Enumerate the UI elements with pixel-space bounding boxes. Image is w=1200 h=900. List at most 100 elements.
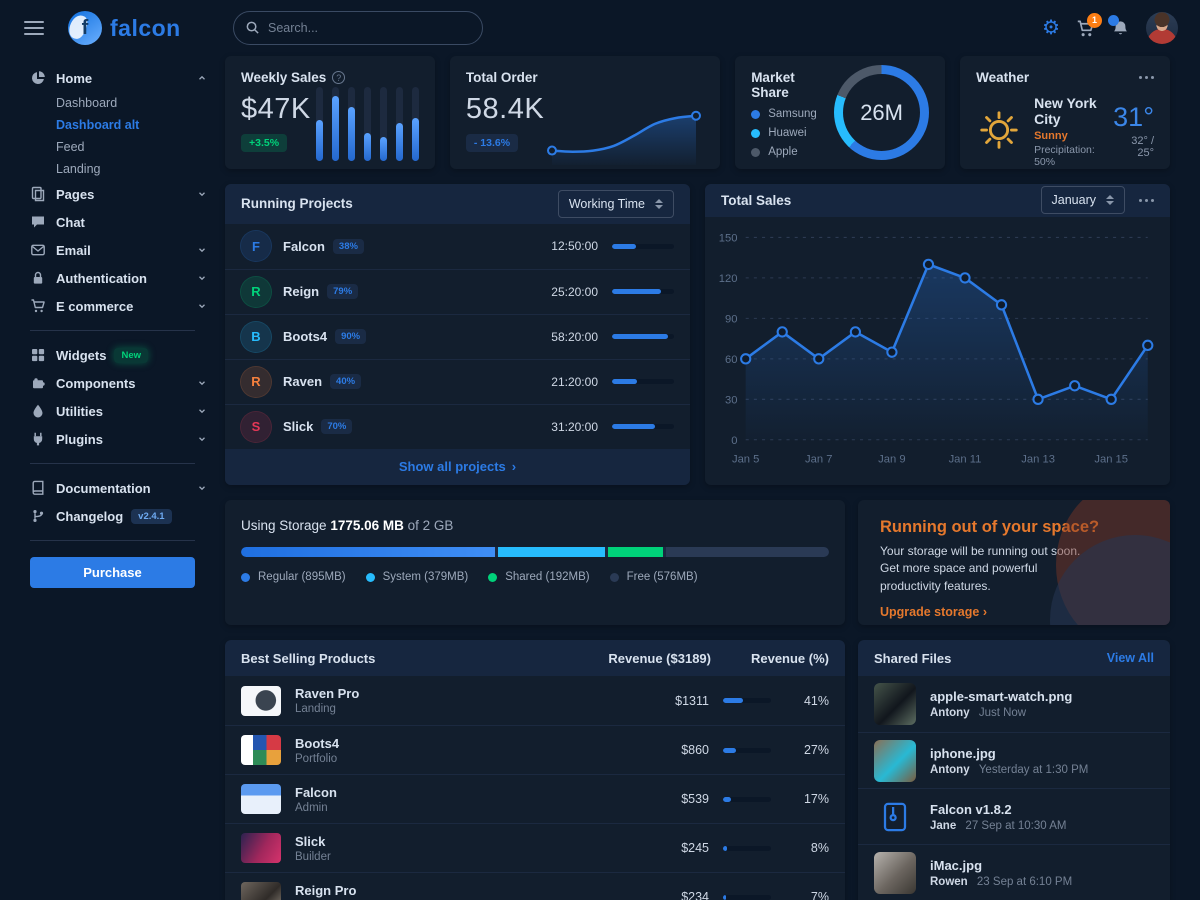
- info-icon[interactable]: ?: [332, 71, 346, 84]
- bar: [331, 87, 339, 161]
- card-menu-icon[interactable]: [1139, 198, 1154, 202]
- falcon-logo[interactable]: f falcon: [68, 11, 181, 45]
- product-row-reign-pro[interactable]: Reign Pro Agency $234 7%: [225, 872, 845, 900]
- sidebar-item-dashboard[interactable]: Dashboard: [56, 96, 118, 110]
- weather-title: Weather: [976, 70, 1030, 85]
- project-percent-badge: 38%: [332, 238, 364, 254]
- product-category[interactable]: Builder: [295, 850, 331, 863]
- sidebar-item-dashboard-alt[interactable]: Dashboard alt: [56, 118, 140, 132]
- bottom-row: Best Selling Products Revenue ($3189) Re…: [225, 640, 1170, 900]
- upgrade-space-card: Running out of your space? Your storage …: [858, 500, 1170, 625]
- storage-segment-shared-192mb-: [608, 547, 663, 557]
- market-share-title: Market Share: [751, 70, 795, 100]
- file-name[interactable]: Falcon v1.8.2: [930, 801, 1012, 817]
- sidebar-item-pages[interactable]: Pages: [0, 180, 225, 208]
- product-category[interactable]: Portfolio: [295, 752, 338, 765]
- select-arrows-icon: [1106, 195, 1114, 206]
- product-category[interactable]: Landing: [295, 703, 336, 715]
- product-row-slick[interactable]: Slick Builder $245 8%: [225, 823, 845, 872]
- project-row-raven[interactable]: R Raven 40% 21:20:00: [225, 358, 690, 404]
- product-revenue-bar: [723, 894, 771, 900]
- cart-icon[interactable]: 1: [1076, 12, 1102, 38]
- sidebar-item-email[interactable]: Email: [0, 236, 225, 264]
- search-input[interactable]: [233, 11, 483, 45]
- project-row-slick[interactable]: S Slick 70% 31:20:00: [225, 403, 690, 449]
- file-row-falcon-v1-8-2[interactable]: Falcon v1.8.2 Jane 27 Sep at 10:30 AM: [858, 788, 1170, 844]
- view-all-link[interactable]: View All: [1106, 651, 1154, 665]
- project-row-reign[interactable]: R Reign 79% 25:20:00: [225, 268, 690, 314]
- sidebar-item-home[interactable]: Home: [0, 64, 225, 92]
- svg-text:Jan 15: Jan 15: [1094, 453, 1128, 465]
- sidebar-item-label: Components: [56, 375, 136, 391]
- running-projects-title: Running Projects: [241, 196, 353, 212]
- weather-precipitation: Precipitation: 50%: [1034, 144, 1095, 168]
- product-thumbnail: [241, 784, 281, 814]
- file-name[interactable]: iMac.jpg: [930, 857, 983, 873]
- project-time: 12:50:00: [551, 239, 598, 254]
- file-owner: Jane: [930, 819, 957, 832]
- product-row-raven-pro[interactable]: Raven Pro Landing $1311 41%: [225, 676, 845, 725]
- storage-legend-regular-895mb-: Regular (895MB): [241, 571, 346, 583]
- upgrade-storage-link[interactable]: Upgrade storage ›: [880, 605, 987, 619]
- sidebar-item-widgets[interactable]: Widgets New: [0, 341, 225, 369]
- total-sales-panel: Total Sales January 0 30 60 90 120 150 Jan 5 Ja…: [705, 184, 1170, 485]
- show-all-projects-link[interactable]: Show all projects ›: [225, 448, 690, 485]
- file-name[interactable]: iphone.jpg: [930, 745, 996, 761]
- sidebar-item-components[interactable]: Components: [0, 369, 225, 397]
- sidebar-item-changelog[interactable]: Changelog v2.4.1: [0, 502, 225, 530]
- upgrade-storage-label: Upgrade storage: [880, 605, 980, 620]
- product-revenue-bar: [723, 747, 771, 753]
- sidebar-item-chat[interactable]: Chat: [0, 208, 225, 236]
- sidebar-item-plugins[interactable]: Plugins: [0, 425, 225, 453]
- storage-used: 1775.06 MB: [330, 518, 404, 533]
- chevron-down-icon: [197, 404, 207, 419]
- month-select[interactable]: January: [1040, 186, 1125, 215]
- storage-progress-bar: [241, 547, 829, 557]
- product-row-falcon[interactable]: Falcon Admin $539 17%: [225, 774, 845, 823]
- product-thumbnail: [241, 833, 281, 863]
- storage-card: Using Storage 1775.06 MB of 2 GB Regular…: [225, 500, 845, 625]
- legend-label: System (379MB): [382, 571, 469, 583]
- sidebar-divider: [30, 540, 195, 541]
- sidebar-item-authentication[interactable]: Authentication: [0, 264, 225, 292]
- legend-dot: [751, 128, 761, 138]
- weather-condition: Sunny: [1034, 130, 1068, 142]
- notifications-bell-icon[interactable]: [1108, 14, 1130, 38]
- product-category[interactable]: Admin: [295, 801, 328, 814]
- product-row-boots4[interactable]: Boots4 Portfolio $860 27%: [225, 725, 845, 774]
- sidebar-item-feed[interactable]: Feed: [56, 140, 85, 154]
- file-time: 23 Sep at 6:10 PM: [976, 875, 1073, 888]
- card-menu-icon[interactable]: [1139, 76, 1154, 79]
- project-row-falcon[interactable]: F Falcon 38% 12:50:00: [225, 224, 690, 269]
- project-row-boots4[interactable]: B Boots4 90% 58:20:00: [225, 313, 690, 359]
- lock-icon: [30, 270, 46, 286]
- sidebar-item-landing[interactable]: Landing: [56, 162, 101, 176]
- revenue-pct-column-header: Revenue (%): [750, 650, 829, 666]
- purchase-button[interactable]: Purchase: [30, 557, 195, 588]
- stat-cards-row: Weekly Sales ? $47K +3.5% Total Order: [225, 56, 1170, 169]
- hamburger-menu-icon[interactable]: [24, 17, 44, 39]
- weekly-sales-card: Weekly Sales ? $47K +3.5%: [225, 56, 435, 169]
- file-name[interactable]: apple-smart-watch.png: [930, 689, 1073, 704]
- sidebar-item-e-commerce[interactable]: E commerce: [0, 292, 225, 320]
- sidebar-item-label: Home: [56, 70, 93, 86]
- project-avatar: R: [241, 276, 271, 307]
- logo-letter: f: [81, 16, 89, 39]
- working-time-select[interactable]: Working Time: [557, 189, 674, 218]
- user-avatar[interactable]: [1146, 12, 1178, 44]
- legend-label: Samsung: [768, 108, 817, 120]
- file-row-iphone-jpg[interactable]: iphone.jpg Antony Yesterday at 1:30 PM: [858, 732, 1170, 788]
- topbar-left: f falcon: [0, 11, 225, 45]
- sidebar-divider: [30, 463, 195, 464]
- file-thumbnail: [874, 683, 916, 725]
- running-projects-panel: Running Projects Working Time F Falcon 3…: [225, 184, 690, 485]
- sidebar-item-documentation[interactable]: Documentation: [0, 474, 225, 502]
- pages-icon: [30, 186, 46, 202]
- project-avatar: S: [241, 411, 271, 442]
- sidebar-item-utilities[interactable]: Utilities: [0, 397, 225, 425]
- file-row-imac-jpg[interactable]: iMac.jpg Rowen 23 Sep at 6:10 PM: [858, 844, 1170, 900]
- file-time: Yesterday at 1:30 PM: [978, 763, 1089, 776]
- settings-gear-icon[interactable]: ⚙: [1042, 17, 1060, 39]
- file-row-apple-smart-watch-png[interactable]: apple-smart-watch.png Antony Just Now: [858, 676, 1170, 732]
- storage-legend-free-576mb-: Free (576MB): [609, 571, 698, 583]
